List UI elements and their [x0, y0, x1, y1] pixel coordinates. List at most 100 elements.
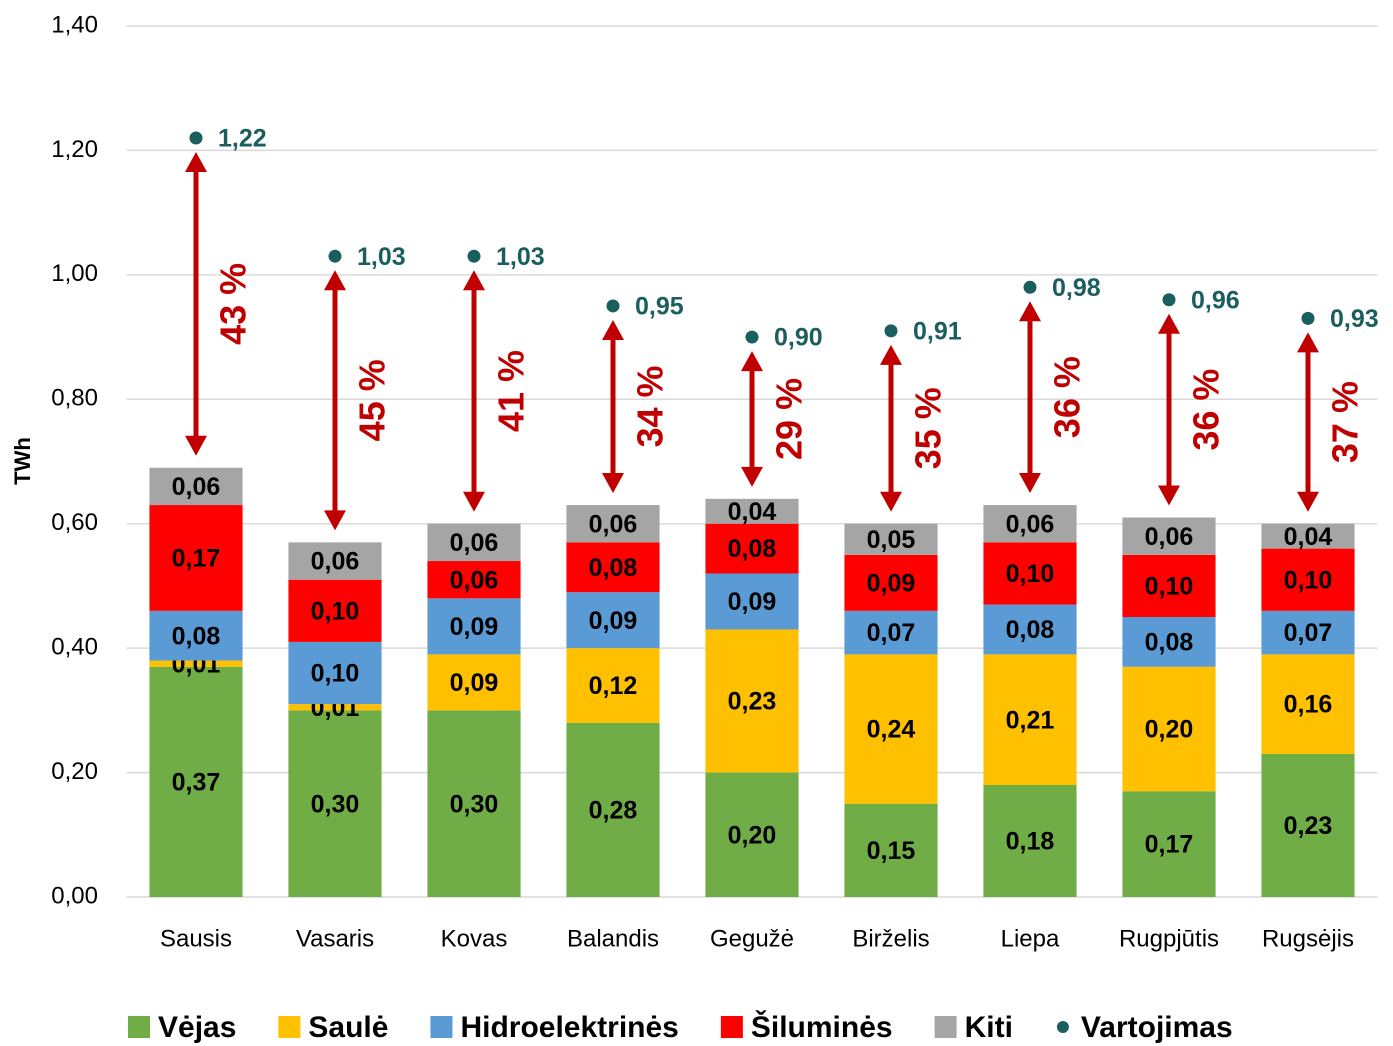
gap-arrow-head: [1019, 473, 1041, 494]
segment-label: 0,06: [1006, 510, 1055, 538]
bar-segment: [705, 498, 799, 524]
legend-label: Vėjas: [158, 1011, 236, 1044]
consumption-dot: [745, 330, 759, 344]
y-axis-label: TWh: [10, 437, 35, 485]
gap-annotation: 43 %: [213, 263, 254, 345]
x-tick-label: Gegužė: [710, 925, 794, 952]
gap-arrow-head: [741, 466, 763, 487]
bar-segment: [983, 785, 1077, 897]
bar-segment: [1122, 791, 1216, 897]
consumption-dot: [1162, 293, 1176, 307]
segment-label: 0,37: [172, 769, 221, 797]
segment-label: 0,06: [450, 529, 499, 557]
gap-arrow-head: [324, 510, 346, 531]
segment-label: 0,08: [728, 535, 777, 563]
consumption-label: 1,03: [496, 243, 545, 271]
segment-label: 0,10: [1284, 566, 1333, 594]
bar-segment: [705, 772, 799, 897]
segment-label: 0,20: [1145, 716, 1194, 744]
y-tick-label: 1,00: [51, 260, 98, 287]
bar-segment: [1261, 753, 1355, 897]
segment-label: 0,09: [728, 588, 777, 616]
consumption-label: 0,98: [1052, 274, 1101, 302]
segment-label: 0,21: [1006, 706, 1055, 734]
segment-label: 0,10: [311, 597, 360, 625]
gap-annotation: 35 %: [908, 387, 949, 469]
consumption-dot: [606, 299, 620, 313]
legend-swatch: [430, 1016, 453, 1038]
gap-arrow-head: [185, 151, 207, 172]
bar-segment: [149, 505, 243, 611]
bar-segment: [427, 598, 521, 655]
gap-arrow-head: [1297, 491, 1319, 512]
consumption-dot: [1023, 280, 1037, 294]
bar-segment: [427, 710, 521, 897]
bar-segment: [566, 505, 660, 543]
bar-segment: [844, 654, 938, 804]
bar-segment: [566, 592, 660, 649]
bar-segment: [149, 660, 243, 667]
x-tick-label: Vasaris: [296, 925, 374, 952]
segment-label: 0,08: [1006, 616, 1055, 644]
segment-label: 0,17: [1145, 831, 1194, 859]
consumption-label: 0,93: [1330, 305, 1379, 333]
segment-label: 0,06: [172, 473, 221, 501]
x-tick-label: Birželis: [852, 925, 929, 952]
segment-label: 0,04: [1284, 523, 1333, 551]
legend-swatch: [278, 1016, 301, 1038]
y-tick-label: 0,00: [51, 882, 98, 909]
x-tick-label: Sausis: [160, 925, 232, 952]
legend-swatch: [1056, 1021, 1069, 1033]
consumption-dot: [884, 324, 898, 338]
bar-segment: [705, 523, 799, 574]
gap-arrow-head: [1158, 313, 1180, 334]
gap-annotation: 41 %: [491, 350, 532, 432]
segment-label: 0,10: [311, 660, 360, 688]
bar-segment: [288, 579, 382, 642]
gap-arrow-head: [185, 435, 207, 456]
bar-segment: [427, 523, 521, 562]
bar-segment: [983, 654, 1077, 786]
legend-label: Saulė: [308, 1011, 388, 1044]
bar-segment: [566, 648, 660, 723]
bar-segment: [288, 704, 382, 711]
bar-segment: [983, 542, 1077, 605]
segment-label: 0,28: [589, 797, 638, 825]
segment-label: 0,08: [589, 554, 638, 582]
segment-label: 0,30: [450, 790, 499, 818]
segment-label: 0,09: [450, 613, 499, 641]
bar-segment: [983, 604, 1077, 655]
bar-segment: [288, 641, 382, 705]
segment-label: 0,24: [867, 716, 916, 744]
bar-segment: [149, 610, 243, 661]
segment-label: 0,09: [867, 569, 916, 597]
consumption-dot: [189, 131, 203, 145]
segment-label: 0,06: [589, 510, 638, 538]
segment-label: 0,17: [172, 545, 221, 573]
consumption-label: 0,95: [635, 293, 684, 321]
y-tick-label: 0,40: [51, 633, 98, 660]
gap-arrow-head: [880, 491, 902, 512]
consumption-dot: [328, 249, 342, 263]
bar-segment: [1261, 654, 1355, 754]
consumption-label: 1,03: [357, 243, 406, 271]
bar-segment: [149, 666, 243, 897]
consumption-label: 0,96: [1191, 286, 1240, 314]
gap-arrow-head: [1297, 332, 1319, 353]
segment-label: 0,09: [450, 669, 499, 697]
consumption-dot: [1301, 311, 1315, 325]
bar-segment: [288, 710, 382, 897]
segment-label: 0,23: [728, 688, 777, 716]
consumption-dot: [467, 249, 481, 263]
segment-label: 0,06: [1145, 523, 1194, 551]
gap-annotation: 29 %: [769, 378, 810, 460]
bar-segment: [1122, 554, 1216, 618]
segment-label: 0,07: [1284, 619, 1333, 647]
y-tick-label: 0,20: [51, 758, 98, 785]
segment-label: 0,20: [728, 821, 777, 849]
segment-label: 0,12: [589, 672, 638, 700]
bar-segment: [566, 722, 660, 897]
legend-label: Hidroelektrinės: [460, 1011, 678, 1044]
gap-annotation: 37 %: [1325, 381, 1366, 463]
